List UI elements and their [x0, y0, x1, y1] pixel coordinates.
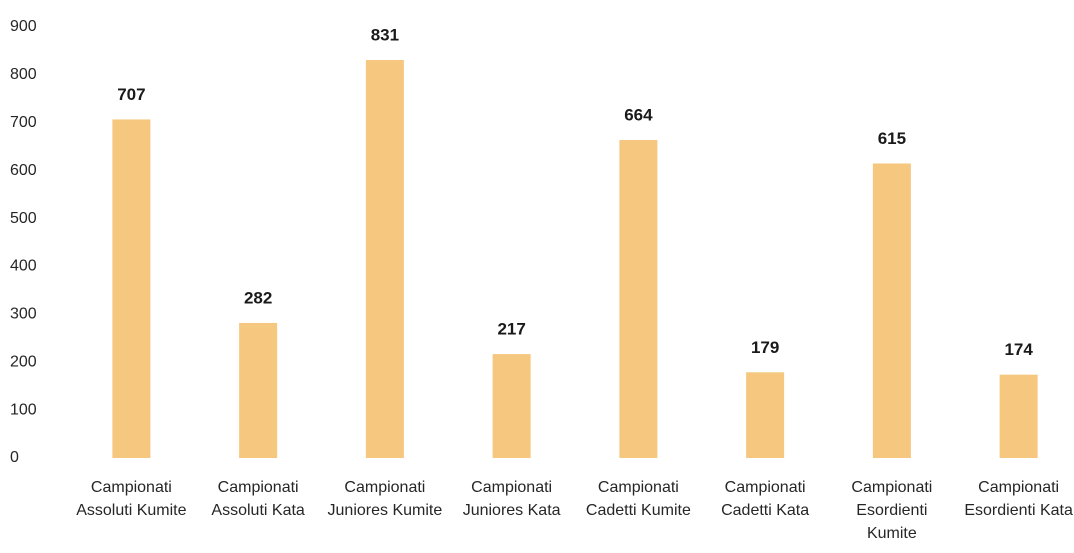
value-label: 174: [1004, 340, 1033, 359]
y-tick-label: 300: [10, 306, 37, 323]
bar: [999, 374, 1038, 458]
value-label: 707: [117, 85, 145, 104]
bar: [492, 354, 531, 458]
y-tick-label: 600: [10, 162, 37, 179]
y-tick-label: 700: [10, 114, 37, 131]
x-tick-label: Campionati Assoluti Kata: [211, 479, 305, 519]
value-label: 831: [371, 26, 399, 45]
y-tick-label: 400: [10, 258, 37, 275]
y-tick-label: 800: [10, 66, 37, 83]
x-tick-label: Campionati Juniores Kata: [462, 479, 561, 519]
x-tick-label: Campionati Esordienti Kumite: [851, 479, 933, 542]
y-tick-label: 200: [10, 353, 37, 370]
x-tick-label: Campionati Assoluti Kumite: [76, 479, 187, 519]
bar: [112, 119, 151, 459]
x-tick-label: Campionati Cadetti Kumite: [585, 479, 691, 519]
bar: [619, 140, 658, 459]
y-tick-label: 0: [10, 449, 19, 466]
y-tick-label: 100: [10, 401, 37, 418]
value-label: 664: [624, 106, 653, 125]
bar: [872, 163, 911, 458]
value-label: 615: [878, 129, 906, 148]
x-tick-label: Campionati Cadetti Kata: [721, 479, 810, 519]
value-label: 179: [751, 338, 779, 357]
x-tick-label: Campionati Esordienti Kata: [964, 479, 1073, 519]
y-tick-label: 900: [10, 18, 37, 35]
value-label: 217: [497, 320, 525, 339]
bar: [239, 322, 278, 458]
bar: [365, 60, 404, 458]
bar: [746, 372, 785, 458]
x-tick-label: Campionati Juniores Kumite: [327, 479, 443, 519]
value-label: 282: [244, 288, 272, 307]
y-tick-label: 500: [10, 210, 37, 227]
